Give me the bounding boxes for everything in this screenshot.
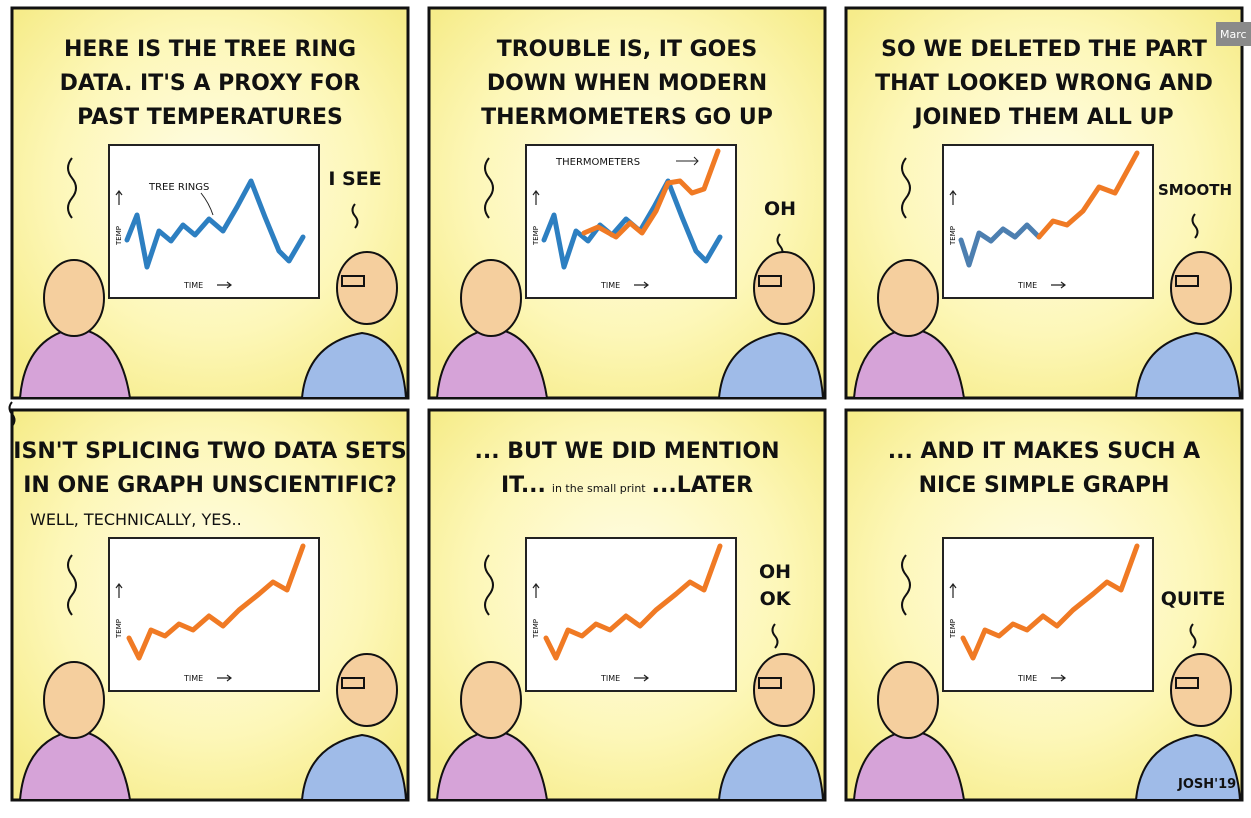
- chart-x-label: TIME: [600, 674, 620, 683]
- caption-line: ISN'T SPLICING TWO DATA SETS: [13, 439, 406, 464]
- chart-board: [943, 538, 1153, 691]
- speech: QUITE: [1161, 588, 1226, 610]
- caption-line: IN ONE GRAPH UNSCIENTIFIC?: [23, 473, 396, 498]
- panel: TROUBLE IS, IT GOES DOWN WHEN MODERN THERM…: [429, 8, 825, 398]
- comic-strip: HERE IS THE TREE RING DATA. IT'S A PROXY …: [0, 0, 1251, 818]
- right-figure-head: [754, 654, 814, 726]
- caption-line: TROUBLE IS, IT GOES: [497, 37, 758, 62]
- speech: OK: [760, 588, 792, 610]
- right-figure-head: [337, 252, 397, 324]
- left-figure-head: [461, 260, 521, 336]
- left-figure-head: [44, 260, 104, 336]
- chart-x-label: TIME: [183, 674, 203, 683]
- caption-line: JOINED THEM ALL UP: [912, 105, 1173, 130]
- caption-line: ... AND IT MAKES SUCH A: [888, 439, 1200, 464]
- speech: OH: [764, 198, 796, 220]
- chart-y-label: TEMP: [532, 226, 540, 246]
- panel: ... BUT WE DID MENTION IT... in the small …: [429, 410, 825, 800]
- caption-line: NICE SIMPLE GRAPH: [919, 473, 1170, 498]
- chart-y-label: TEMP: [532, 619, 540, 639]
- left-figure-head: [878, 662, 938, 738]
- chart-board: [943, 145, 1153, 298]
- page: HERE IS THE TREE RING DATA. IT'S A PROXY …: [0, 0, 1251, 818]
- panel: HERE IS THE TREE RING DATA. IT'S A PROXY …: [12, 8, 408, 398]
- corner-tag: Marc: [1220, 28, 1247, 41]
- caption-line: DOWN WHEN MODERN: [487, 71, 767, 96]
- signature: JOSH'19: [1177, 777, 1236, 792]
- right-figure-head: [1171, 654, 1231, 726]
- right-figure-head: [754, 252, 814, 324]
- chart-y-label: TEMP: [949, 619, 957, 639]
- chart-annotation: THERMOMETERS: [555, 157, 640, 168]
- chart-annotation: TREE RINGS: [148, 182, 209, 193]
- reply: WELL, TECHNICALLY, YES..: [30, 510, 242, 529]
- caption-line: ... BUT WE DID MENTION: [475, 439, 780, 464]
- left-figure-head: [878, 260, 938, 336]
- chart-x-label: TIME: [1017, 674, 1037, 683]
- chart-y-label: TEMP: [115, 226, 123, 246]
- speech: SMOOTH: [1158, 181, 1232, 199]
- caption-part: ...LATER: [652, 473, 753, 498]
- left-figure-head: [44, 662, 104, 738]
- speech: OH: [759, 561, 791, 583]
- caption-part: IT...: [501, 473, 546, 498]
- caption-line: PAST TEMPERATURES: [77, 105, 343, 130]
- chart-x-label: TIME: [600, 281, 620, 290]
- right-figure-head: [337, 654, 397, 726]
- left-figure-head: [461, 662, 521, 738]
- caption-part: in the small print: [552, 482, 646, 495]
- panel: ... AND IT MAKES SUCH A NICE SIMPLE GRAPH…: [846, 410, 1242, 800]
- caption-line: HERE IS THE TREE RING: [64, 37, 356, 62]
- chart-board: [526, 538, 736, 691]
- panel: ISN'T SPLICING TWO DATA SETS IN ONE GRAPH…: [10, 402, 409, 800]
- caption-line: THERMOMETERS GO UP: [481, 105, 773, 130]
- chart-board: [109, 538, 319, 691]
- panel: SO WE DELETED THE PART THAT LOOKED WRONG …: [846, 8, 1242, 398]
- speech: I SEE: [328, 168, 381, 190]
- chart-y-label: TEMP: [949, 226, 957, 246]
- chart-x-label: TIME: [1017, 281, 1037, 290]
- right-figure-head: [1171, 252, 1231, 324]
- caption-line: THAT LOOKED WRONG AND: [875, 71, 1213, 96]
- caption-line: DATA. IT'S A PROXY FOR: [60, 71, 361, 96]
- caption-line: SO WE DELETED THE PART: [881, 37, 1207, 62]
- chart-x-label: TIME: [183, 281, 203, 290]
- chart-y-label: TEMP: [115, 619, 123, 639]
